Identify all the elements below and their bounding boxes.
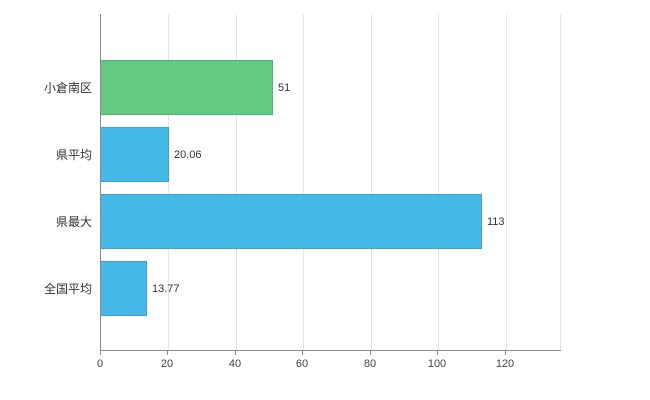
x-axis-tick-label: 100 (427, 358, 447, 370)
x-axis-tick-label: 60 (295, 358, 309, 370)
x-axis-tick (302, 351, 303, 355)
value-label: 51 (278, 81, 291, 94)
x-axis-tick (167, 351, 168, 355)
gridline (506, 14, 507, 350)
bar-4[interactable] (101, 261, 147, 316)
x-axis-tick (370, 351, 371, 355)
bar-3[interactable] (101, 194, 482, 249)
category-label: 県最大 (55, 214, 92, 229)
value-label: 13.77 (152, 282, 180, 295)
x-axis-tick (437, 351, 438, 355)
bar-2[interactable] (101, 127, 169, 182)
category-label: 県平均 (55, 147, 92, 162)
gridline (560, 14, 561, 350)
value-label: 113 (487, 215, 505, 228)
x-axis-tick-label: 40 (228, 358, 242, 370)
x-axis-tick-label: 0 (96, 358, 104, 370)
value-label: 20.06 (174, 148, 202, 161)
gridline (371, 14, 372, 350)
category-label: 全国平均 (43, 281, 92, 296)
x-axis-tick-label: 80 (363, 358, 377, 370)
x-axis-tick (505, 351, 506, 355)
gridline (303, 14, 304, 350)
category-label: 小倉南区 (43, 80, 92, 95)
x-axis-tick-label: 120 (495, 358, 515, 370)
gridline (168, 14, 169, 350)
x-axis-tick (100, 351, 101, 355)
bar-1[interactable] (101, 60, 273, 115)
plot-area: 51 20.06 113 13.77 (100, 14, 561, 351)
gridline (438, 14, 439, 350)
gridline (236, 14, 237, 350)
x-axis-tick-label: 20 (160, 358, 174, 370)
x-axis-tick (235, 351, 236, 355)
